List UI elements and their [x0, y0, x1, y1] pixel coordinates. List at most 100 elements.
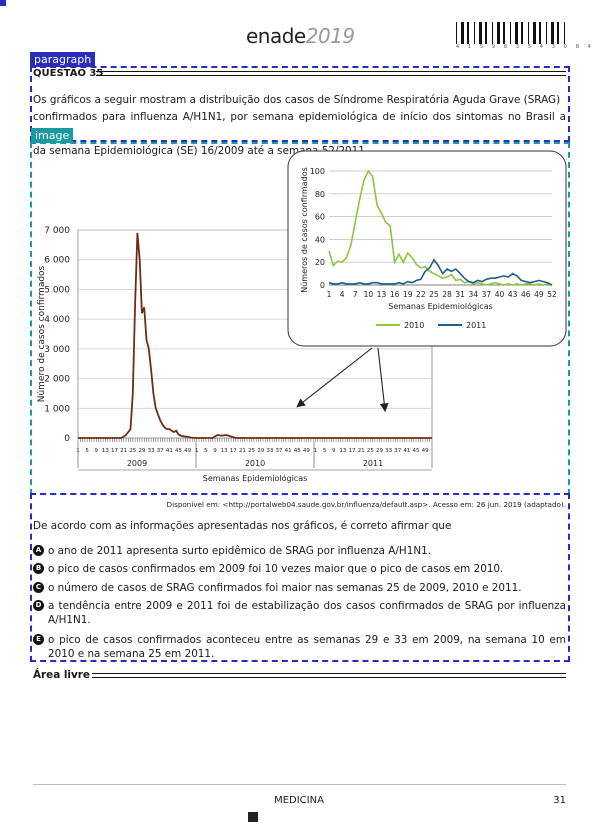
option-b[interactable]: B o pico de casos confirmados em 2009 fo… [33, 563, 566, 577]
footer-marker [248, 812, 258, 822]
inset-x-tick-label: 28 [442, 290, 452, 299]
barcode-bar [503, 22, 505, 44]
area-livre-label: Área livre [33, 669, 90, 681]
main-x-tick-label: 45 [413, 448, 420, 454]
main-x-tick-label: 17 [349, 448, 356, 454]
main-x-tick-label: 17 [230, 448, 237, 454]
main-year-label: 2011 [363, 459, 383, 468]
main-x-tick-label: 29 [376, 448, 383, 454]
main-y-tick-label: 7 000 [44, 226, 70, 236]
intro-line: confirmados para influenza A/H1N1, por s… [33, 111, 566, 140]
barcode-bar [467, 22, 469, 44]
main-x-tick-label: 5 [85, 448, 89, 454]
main-y-tick-label: 2 000 [44, 375, 70, 385]
inset-x-tick-label: 40 [495, 290, 505, 299]
main-y-tick-label: 0 [64, 434, 70, 444]
main-x-tick-label: 49 [184, 448, 191, 454]
option-a[interactable]: A o ano de 2011 apresenta surto epidêmic… [33, 545, 566, 559]
inset-y-tick-label: 60 [315, 213, 325, 222]
question-prompt: De acordo com as informações apresentada… [33, 520, 452, 532]
footer-rule [33, 784, 566, 785]
logo-year: 2019 [305, 24, 355, 48]
inset-y-tick-label: 80 [315, 190, 325, 199]
inset-y-tick-label: 40 [315, 235, 325, 244]
main-x-tick-label: 5 [323, 448, 327, 454]
main-y-tick-label: 3 000 [44, 345, 70, 355]
paragraph-tag: paragraph [30, 52, 96, 67]
main-series-line [78, 232, 432, 439]
main-x-tick-label: 37 [394, 448, 401, 454]
option-e[interactable]: E o pico de casos confirmados aconteceu … [33, 634, 566, 664]
option-letter: C [33, 582, 44, 593]
inset-x-tick-label: 16 [390, 290, 400, 299]
charts-figure: 0 1 000 2 000 3 000 4 000 5 000 6 000 7 000 Núme… [37, 150, 567, 483]
main-y-tick-label: 4 000 [44, 315, 70, 325]
main-x-tick-label: 9 [95, 448, 99, 454]
title-rule [96, 75, 566, 76]
question-title: QUESTÃO 35 [33, 68, 104, 79]
main-x-tick-label: 21 [358, 448, 365, 454]
option-d[interactable]: D a tendência entre 2009 e 2011 foi de e… [33, 600, 566, 630]
barcode [456, 22, 565, 44]
main-x-tick-label: 37 [157, 448, 164, 454]
barcode-bar [546, 22, 547, 44]
main-x-tick-label: 25 [367, 448, 374, 454]
main-x-tick-label: 9 [332, 448, 336, 454]
inset-x-tick-label: 7 [353, 290, 358, 299]
inset-y-tick-label: 100 [310, 167, 325, 176]
main-y-axis-label: Número de casos confirmados [37, 265, 47, 402]
option-c[interactable]: C o número de casos de SRAG confirmados … [33, 582, 566, 596]
barcode-bar [515, 22, 518, 44]
intro-line: da semana Epidemiológica (SE) 16/2009 at… [33, 145, 369, 157]
main-x-tick-label: 13 [102, 448, 109, 454]
barcode-bar [557, 22, 559, 44]
main-x-tick-label: 41 [166, 448, 173, 454]
title-rule [96, 71, 566, 72]
inset-x-tick-label: 1 [327, 290, 332, 299]
main-x-tick-label: 25 [248, 448, 255, 454]
inset-series-line [328, 169, 553, 286]
barcode-bar [539, 22, 541, 44]
main-x-tick-label: 29 [257, 448, 264, 454]
enade-logo: enade2019 [246, 24, 355, 48]
area-rule [92, 673, 566, 674]
barcode-bar [492, 22, 493, 44]
main-x-tick-label: 29 [138, 448, 145, 454]
inset-x-tick-label: 4 [340, 290, 345, 299]
inset-x-tick-label: 19 [403, 290, 413, 299]
inset-y-tick-label: 0 [320, 281, 325, 290]
barcode-bar [551, 22, 554, 44]
barcode-bar [521, 22, 523, 44]
main-x-tick-label: 21 [239, 448, 246, 454]
main-x-tick-label: 41 [285, 448, 292, 454]
barcode-bar [510, 22, 511, 44]
inset-x-tick-label: 43 [508, 290, 518, 299]
main-x-tick-label: 1 [195, 448, 199, 454]
inset-x-tick-label: 46 [521, 290, 531, 299]
inset-x-tick-label: 13 [377, 290, 387, 299]
barcode-bar [461, 22, 464, 44]
main-x-tick-label: 33 [385, 448, 392, 454]
corner-marker [0, 0, 6, 6]
barcode-bar [456, 22, 457, 44]
main-x-tick-label: 49 [303, 448, 310, 454]
main-x-tick-label: 9 [213, 448, 217, 454]
main-x-tick-label: 33 [266, 448, 273, 454]
main-y-tick-label: 1 000 [44, 404, 70, 414]
main-x-tick-label: 45 [294, 448, 301, 454]
barcode-bar [528, 22, 529, 44]
option-text: o pico de casos confirmados aconteceu en… [48, 634, 566, 660]
main-x-tick-label: 13 [221, 448, 228, 454]
inset-y-tick-label: 20 [315, 258, 325, 267]
main-year-label: 2010 [245, 459, 265, 468]
barcode-bar [533, 22, 536, 44]
main-x-tick-label: 37 [275, 448, 282, 454]
main-chart: 0 1 000 2 000 3 000 4 000 5 000 6 000 7 000 Núme… [37, 226, 433, 483]
arrow-to-2011 [377, 347, 389, 413]
source-citation: Disponível em: <http://portalweb04.saude… [166, 500, 566, 509]
option-letter: D [33, 600, 44, 611]
option-letter: B [33, 563, 44, 574]
main-x-tick-label: 1 [314, 448, 318, 454]
inset-x-tick-label: 25 [429, 290, 439, 299]
